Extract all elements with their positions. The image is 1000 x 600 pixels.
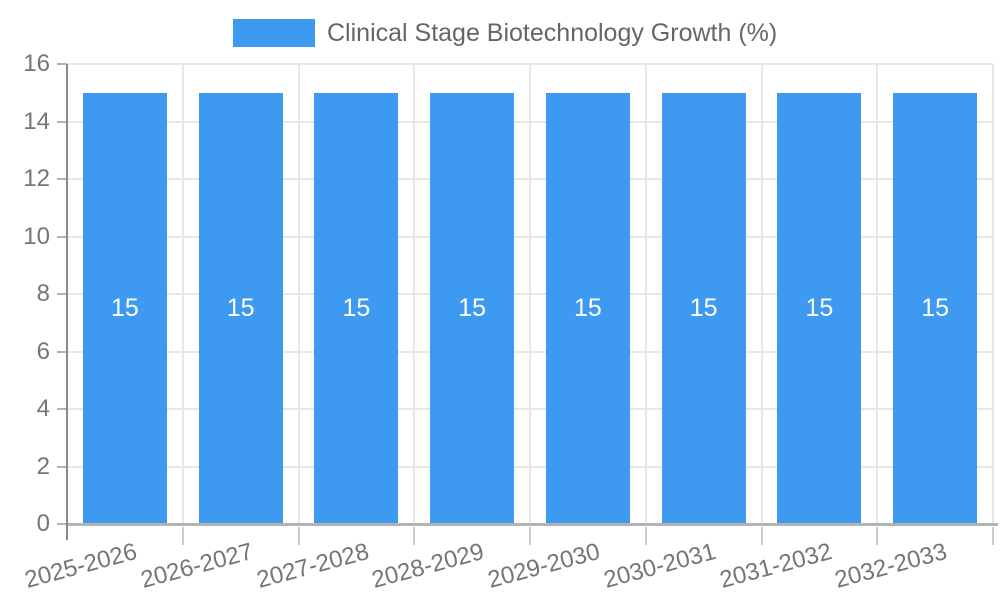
x-axis-tick-label: 2032-2033: [832, 538, 951, 594]
bar-value-label: 15: [921, 294, 950, 323]
y-axis-tick: [57, 408, 67, 410]
x-axis-tick: [181, 527, 184, 545]
bar-value-label: 15: [226, 294, 255, 323]
x-axis-baseline: [67, 523, 998, 526]
y-axis-tick: [57, 120, 67, 123]
x-axis-tick-label: 2026-2027: [137, 538, 256, 594]
x-axis-tick: [529, 527, 531, 545]
x-axis-tick-label: 2030-2031: [600, 538, 719, 594]
bar: [893, 92, 978, 524]
x-gridline: [644, 64, 647, 524]
bar-value-label: 15: [458, 294, 487, 323]
x-axis-tick: [760, 527, 763, 545]
y-axis-tick-label: 4: [36, 395, 50, 422]
y-axis-tick: [57, 523, 67, 525]
x-gridline: [413, 64, 416, 524]
x-axis-tick-label: 2029-2030: [485, 538, 603, 594]
bar: [314, 92, 399, 524]
legend-label: Clinical Stage Biotechnology Growth (%): [327, 19, 778, 47]
x-axis-tick: [992, 527, 994, 545]
bar-value-label: 15: [110, 294, 139, 323]
y-axis-tick-label: 12: [23, 165, 50, 192]
y-axis-tick-label: 0: [36, 510, 50, 537]
x-gridline: [760, 64, 763, 524]
x-axis-tick: [644, 527, 647, 545]
bar: [661, 92, 746, 524]
x-gridline: [181, 64, 184, 524]
bar-value-label: 15: [573, 294, 602, 323]
y-axis-tick: [57, 465, 67, 468]
x-axis-tick-label: 2025-2026: [22, 538, 140, 594]
x-gridline: [297, 64, 300, 524]
x-axis-tick-label: 2031-2032: [716, 538, 835, 594]
x-axis-tick: [876, 527, 879, 545]
y-axis-tick-label: 16: [23, 50, 50, 77]
bar-value-label: 15: [805, 294, 834, 323]
bar: [430, 92, 515, 524]
x-axis-tick: [413, 527, 416, 545]
x-gridline: [876, 64, 879, 524]
y-axis-tick: [57, 235, 67, 238]
y-axis-tick-label: 6: [36, 337, 50, 365]
y-axis-tick: [57, 63, 67, 65]
x-gridline: [992, 64, 994, 524]
bar: [198, 92, 283, 524]
bar-value-label: 15: [689, 294, 718, 323]
y-axis-tick-label: 14: [23, 107, 50, 135]
bar: [545, 92, 630, 524]
legend-swatch: [233, 19, 315, 47]
y-axis-tick-label: 8: [36, 280, 50, 307]
y-axis-tick-label: 10: [23, 222, 50, 250]
bar-value-label: 15: [342, 294, 371, 323]
bar: [82, 92, 167, 524]
x-gridline: [529, 64, 531, 524]
y-axis-tick: [57, 178, 67, 180]
x-axis-tick-label: 2028-2029: [369, 538, 488, 594]
y-axis-tick: [57, 293, 67, 295]
bar: [777, 92, 862, 524]
x-axis-tick: [297, 527, 300, 545]
y-axis-line: [66, 64, 68, 540]
y-axis-tick: [57, 350, 67, 353]
y-axis-tick-label: 2: [36, 452, 50, 480]
x-axis-tick-label: 2027-2028: [253, 538, 372, 594]
